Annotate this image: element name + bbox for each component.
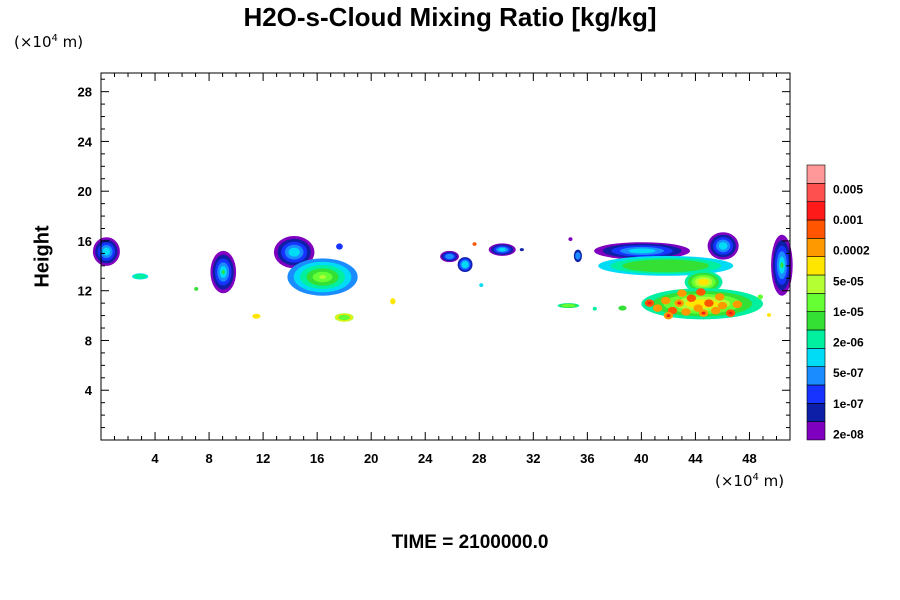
y-tick-label: 8: [85, 333, 92, 348]
y-tick-label: 16: [78, 234, 92, 249]
x-tick-label: 40: [634, 451, 648, 466]
x-tick-label: 20: [364, 451, 378, 466]
colorbar-swatch: [806, 402, 826, 422]
cloud-x16: [319, 275, 327, 279]
precip-core: [647, 301, 652, 305]
precip-core: [701, 311, 706, 315]
x-tick-label: 48: [742, 451, 756, 466]
plot-frame: [100, 72, 791, 441]
cloud-speck: [767, 313, 772, 317]
precip-cell: [652, 304, 663, 312]
cloud-left-edge: [102, 247, 111, 256]
y-axis-unit: (×104 m): [14, 33, 84, 51]
y-tick-label: 28: [78, 85, 92, 100]
precip-core: [666, 314, 671, 318]
colorbar-swatch: [806, 201, 826, 221]
y-axis: 4 8 12 16 20 24 28: [78, 78, 790, 429]
cloud-speck: [568, 237, 573, 241]
cloud-speck: [479, 283, 484, 287]
colorbar-label: 2e-06: [833, 336, 864, 350]
colorbar-label: 5e-05: [833, 274, 864, 288]
precip-cell: [677, 289, 687, 297]
colorbar-swatch: [806, 256, 826, 276]
colorbar-label: 0.005: [833, 182, 863, 196]
colorbar-swatch: [806, 311, 826, 331]
precip-cell: [717, 301, 728, 310]
x-tick-label: 32: [526, 451, 540, 466]
precip-cell: [660, 296, 671, 305]
cloud-speck: [336, 243, 343, 250]
colorbar-swatch: [806, 164, 826, 184]
x-tick-label: 24: [418, 451, 433, 466]
cloud-speck: [575, 252, 581, 260]
y-tick-label: 12: [78, 284, 92, 299]
colorbar-swatch: [806, 238, 826, 257]
precip-core: [728, 311, 733, 315]
precip-cell: [693, 304, 703, 312]
colorbar-label: 1e-07: [833, 397, 864, 411]
x-axis: 4 8 12 16 20 24 28 32 36 40 44 48: [114, 73, 777, 466]
cloud-streak: [133, 273, 147, 279]
colorbar-swatch: [806, 384, 826, 404]
colorbar: 0.005 0.001 0.0002 5e-05 1e-05 2e-06 5e-07 1e-0…: [806, 164, 870, 441]
precip-cell: [704, 299, 714, 307]
colorbar-swatch: [806, 347, 826, 367]
time-label: TIME = 2100000.0: [391, 532, 549, 553]
x-tick-label: 16: [310, 451, 324, 466]
colorbar-label: 1e-05: [833, 305, 864, 319]
colorbar-label: 0.001: [833, 213, 863, 227]
x-tick-label: 4: [151, 451, 159, 466]
precip-cell: [732, 300, 743, 309]
x-tick-label: 36: [580, 451, 594, 466]
cloud-speck: [390, 298, 396, 305]
precip-cell: [710, 306, 721, 315]
cloud-x45-mid: [698, 278, 709, 286]
colorbar-swatch: [806, 421, 826, 441]
cloud-speck: [194, 286, 199, 291]
cloud-x9: [221, 270, 225, 274]
cloud-x34-low: [561, 304, 576, 308]
precip-cell: [715, 293, 725, 301]
precip-core: [677, 301, 682, 305]
cloud-x46-top: [718, 242, 728, 250]
x-tick-label: 12: [256, 451, 270, 466]
y-tick-label: 4: [85, 383, 93, 398]
colorbar-swatch: [806, 329, 826, 349]
chart-title: H2O-s-Cloud Mixing Ratio [kg/kg]: [243, 2, 657, 32]
precip-cell: [681, 308, 691, 316]
cloud-x42-band: [622, 259, 709, 273]
y-tick-label: 20: [78, 184, 92, 199]
colorbar-label: 5e-07: [833, 366, 864, 380]
cloud-speck: [519, 248, 524, 252]
cloud-x40-upper: [628, 248, 656, 254]
colorbar-swatch: [806, 366, 826, 386]
colorbar-label: 2e-08: [833, 427, 864, 441]
precip-cell: [696, 288, 706, 296]
cloud-speck: [592, 306, 597, 311]
colorbar-label: 0.0002: [833, 244, 870, 258]
x-axis-unit: (×104 m): [715, 472, 785, 490]
cloud-right-edge: [780, 262, 784, 268]
colorbar-swatch: [806, 274, 826, 294]
cloud-x27: [461, 261, 469, 269]
x-tick-label: 28: [472, 451, 486, 466]
colorbar-swatch: [806, 293, 826, 312]
y-tick-label: 24: [78, 134, 93, 149]
x-tick-label: 44: [688, 451, 703, 466]
x-tick-label: 8: [205, 451, 212, 466]
cloud-field: [92, 232, 793, 322]
colorbar-swatch: [806, 219, 826, 239]
cloud-x30: [498, 247, 507, 252]
cloud-speck: [472, 242, 477, 246]
cloud-speck: [252, 313, 261, 319]
precip-cell: [686, 294, 697, 302]
cloud-x26: [445, 253, 454, 260]
cloud-x18-low: [338, 314, 351, 321]
colorbar-swatch: [806, 183, 826, 202]
cloud-speck: [618, 305, 627, 311]
cloud-x14: [288, 247, 300, 257]
cloud-speck: [757, 294, 763, 300]
